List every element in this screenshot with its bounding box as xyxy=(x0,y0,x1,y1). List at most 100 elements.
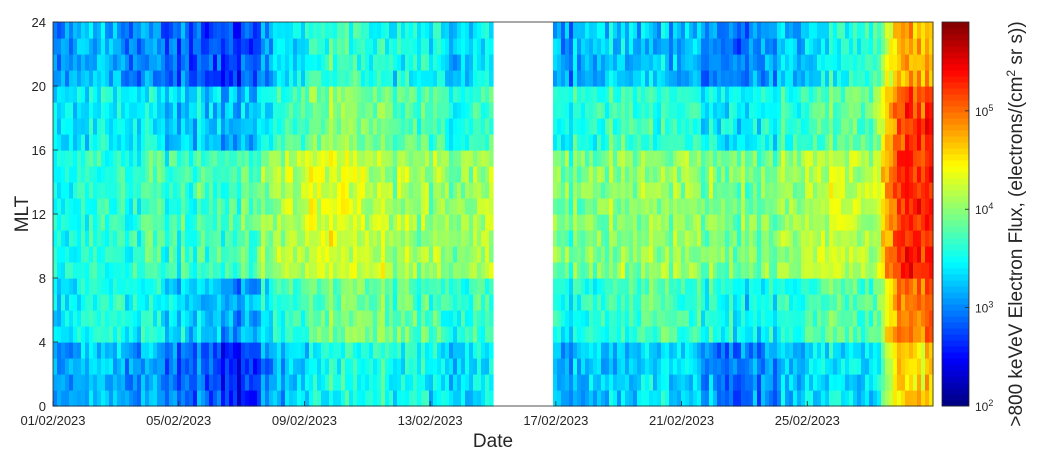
heatmap-cell xyxy=(305,294,310,311)
heatmap-cell xyxy=(401,326,406,343)
heatmap-cell xyxy=(841,390,846,407)
heatmap-cell xyxy=(337,182,342,199)
heatmap-cell xyxy=(873,166,878,183)
heatmap-cell xyxy=(485,54,490,71)
heatmap-cell xyxy=(325,342,330,359)
heatmap-cell xyxy=(453,262,458,279)
heatmap-cell xyxy=(585,342,590,359)
heatmap-cell xyxy=(273,54,278,71)
heatmap-cell xyxy=(625,70,630,87)
heatmap-cell xyxy=(841,310,846,327)
heatmap-cell xyxy=(429,262,434,279)
heatmap-cell xyxy=(373,150,378,167)
heatmap-cell xyxy=(553,54,558,71)
heatmap-cell xyxy=(809,150,814,167)
heatmap-cell xyxy=(457,134,462,151)
heatmap-cell xyxy=(833,310,838,327)
heatmap-cell xyxy=(53,118,58,135)
heatmap-cell xyxy=(477,22,482,39)
heatmap-cell xyxy=(457,374,462,391)
heatmap-cell xyxy=(301,278,306,295)
heatmap-cell xyxy=(345,22,350,39)
heatmap-cell xyxy=(633,38,638,55)
heatmap-cell xyxy=(833,374,838,391)
heatmap-cell xyxy=(561,342,566,359)
heatmap-cell xyxy=(797,70,802,87)
heatmap-cell xyxy=(205,278,210,295)
heatmap-cell xyxy=(93,230,98,247)
heatmap-cell xyxy=(653,342,658,359)
heatmap-cell xyxy=(305,230,310,247)
heatmap-cell xyxy=(325,262,330,279)
heatmap-cell xyxy=(853,150,858,167)
heatmap-cell xyxy=(149,182,154,199)
heatmap-cell xyxy=(841,102,846,119)
heatmap-cell xyxy=(389,326,394,343)
heatmap-cell xyxy=(201,326,206,343)
heatmap-cell xyxy=(765,246,770,263)
heatmap-cell xyxy=(349,198,354,215)
heatmap-cell xyxy=(89,262,94,279)
heatmap-cell xyxy=(749,86,754,103)
heatmap-cell xyxy=(233,86,238,103)
heatmap-cell xyxy=(653,134,658,151)
heatmap-cell xyxy=(325,374,330,391)
heatmap-cell xyxy=(629,54,634,71)
heatmap-cell xyxy=(257,38,262,55)
heatmap-cell xyxy=(89,358,94,375)
heatmap-cell xyxy=(741,326,746,343)
heatmap-cell xyxy=(585,182,590,199)
heatmap-cell xyxy=(201,246,206,263)
heatmap-cell xyxy=(173,294,178,311)
heatmap-cell xyxy=(65,262,70,279)
heatmap-cell xyxy=(285,134,290,151)
heatmap-cell xyxy=(121,102,126,119)
heatmap-cell xyxy=(913,22,918,39)
heatmap-cell xyxy=(661,70,666,87)
heatmap-cell xyxy=(245,262,250,279)
heatmap-cell xyxy=(613,102,618,119)
heatmap-cell xyxy=(557,86,562,103)
heatmap-cell xyxy=(673,134,678,151)
heatmap-cell xyxy=(137,166,142,183)
heatmap-cell xyxy=(201,294,206,311)
heatmap-cell xyxy=(625,374,630,391)
heatmap-cell xyxy=(253,246,258,263)
heatmap-cell xyxy=(897,326,902,343)
heatmap-cell xyxy=(853,294,858,311)
heatmap-cell xyxy=(577,294,582,311)
heatmap-cell xyxy=(181,70,186,87)
heatmap-cell xyxy=(661,262,666,279)
heatmap-cell xyxy=(341,374,346,391)
heatmap-cell xyxy=(165,278,170,295)
heatmap-cell xyxy=(809,86,814,103)
heatmap-cell xyxy=(305,150,310,167)
heatmap-cell xyxy=(253,22,258,39)
heatmap-cell xyxy=(725,310,730,327)
heatmap-cell xyxy=(761,102,766,119)
heatmap-cell xyxy=(697,70,702,87)
heatmap-cell xyxy=(909,102,914,119)
heatmap-cell xyxy=(133,102,138,119)
heatmap-cell xyxy=(757,374,762,391)
heatmap-cell xyxy=(921,246,926,263)
heatmap-cell xyxy=(341,294,346,311)
heatmap-cell xyxy=(145,182,150,199)
heatmap-cell xyxy=(321,198,326,215)
heatmap-cell xyxy=(225,214,230,231)
heatmap-cell xyxy=(465,214,470,231)
heatmap-cell xyxy=(113,262,118,279)
heatmap-cell xyxy=(125,230,130,247)
heatmap-cell xyxy=(481,182,486,199)
heatmap-cell xyxy=(585,374,590,391)
heatmap-cell xyxy=(61,118,66,135)
heatmap-cell xyxy=(645,294,650,311)
heatmap-cell xyxy=(273,198,278,215)
heatmap-cell xyxy=(841,326,846,343)
heatmap-cell xyxy=(241,198,246,215)
heatmap-cell xyxy=(193,230,198,247)
heatmap-cell xyxy=(333,246,338,263)
heatmap-cell xyxy=(169,278,174,295)
heatmap-cell xyxy=(613,246,618,263)
heatmap-cell xyxy=(253,150,258,167)
